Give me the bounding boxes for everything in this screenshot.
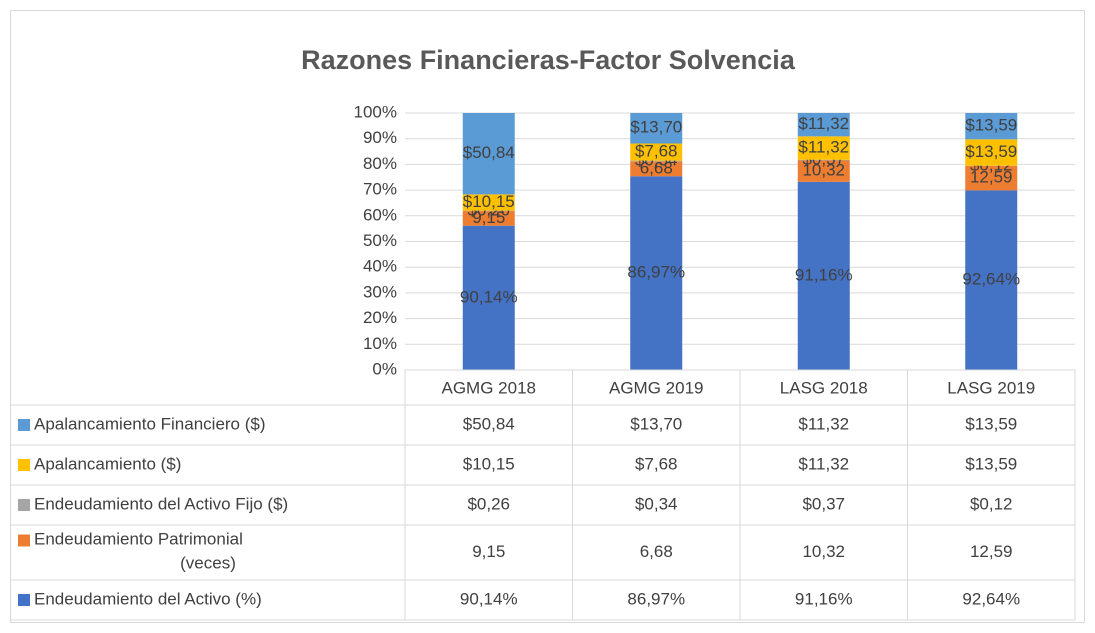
data-label: 86,97% bbox=[627, 263, 685, 282]
data-label: 90,14% bbox=[460, 287, 518, 306]
table-value: $0,12 bbox=[970, 494, 1013, 513]
y-tick-label: 30% bbox=[363, 282, 397, 301]
table-value: $7,68 bbox=[635, 454, 678, 473]
table-value: $0,34 bbox=[635, 494, 678, 513]
bar-segment bbox=[797, 160, 850, 182]
y-tick-label: 90% bbox=[363, 128, 397, 147]
bar-segment bbox=[965, 190, 1018, 370]
legend-key bbox=[18, 534, 30, 547]
legend-key bbox=[18, 419, 30, 431]
data-label: $7,68 bbox=[635, 142, 678, 161]
table-value: 12,59 bbox=[970, 542, 1013, 561]
table-value: 86,97% bbox=[627, 589, 685, 608]
x-tick-label: AGMG 2019 bbox=[609, 378, 704, 397]
data-label: $13,59 bbox=[965, 116, 1017, 135]
table-value: 92,64% bbox=[962, 589, 1020, 608]
y-tick-label: 10% bbox=[363, 334, 397, 353]
y-tick-label: 0% bbox=[372, 359, 397, 378]
table-value: $11,32 bbox=[798, 454, 849, 473]
data-label: 9,15 bbox=[472, 208, 505, 227]
x-tick-label: LASG 2018 bbox=[780, 378, 868, 397]
table-value: 10,32 bbox=[802, 542, 845, 561]
table-value: 90,14% bbox=[460, 589, 518, 608]
y-tick-label: 50% bbox=[363, 231, 397, 250]
data-label: $13,59 bbox=[965, 142, 1017, 161]
y-tick-label: 100% bbox=[354, 102, 397, 121]
table-value: $13,70 bbox=[630, 414, 682, 433]
chart-title: Razones Financieras-Factor Solvencia bbox=[301, 45, 796, 75]
legend-key bbox=[18, 594, 30, 606]
bar-segment bbox=[965, 113, 1018, 140]
bar-segment bbox=[797, 181, 850, 370]
bar-segment bbox=[797, 159, 850, 161]
bar-segment bbox=[630, 113, 683, 144]
table-value: 6,68 bbox=[640, 542, 673, 561]
legend-label: Apalancamiento Financiero ($) bbox=[34, 414, 266, 433]
bar-segment bbox=[462, 194, 515, 211]
y-tick-label: 20% bbox=[363, 308, 397, 327]
table-value: $10,15 bbox=[463, 454, 515, 473]
legend-label: Endeudamiento del Activo Fijo ($) bbox=[34, 494, 288, 513]
y-tick-label: 40% bbox=[363, 257, 397, 276]
table-value: $0,37 bbox=[802, 494, 845, 513]
x-tick-label: LASG 2019 bbox=[947, 378, 1035, 397]
table-value: 9,15 bbox=[472, 542, 505, 561]
bar-segment bbox=[462, 113, 515, 195]
bar-segment bbox=[630, 143, 683, 161]
y-tick-label: 80% bbox=[363, 154, 397, 173]
data-label: 10,32 bbox=[802, 161, 845, 180]
legend-label: Apalancamiento ($) bbox=[34, 454, 181, 473]
bar-segment bbox=[630, 176, 683, 370]
legend-label: Endeudamiento del Activo (%) bbox=[34, 589, 262, 608]
bar-segment bbox=[965, 139, 1018, 166]
data-label: 92,64% bbox=[962, 270, 1020, 289]
y-tick-label: 60% bbox=[363, 205, 397, 224]
x-tick-label: AGMG 2018 bbox=[442, 378, 537, 397]
data-label: $50,84 bbox=[463, 143, 515, 162]
data-label: 12,59 bbox=[970, 168, 1013, 187]
table-value: $50,84 bbox=[463, 414, 515, 433]
bar-segment bbox=[462, 211, 515, 226]
data-label: $13,70 bbox=[630, 118, 682, 137]
data-label: 91,16% bbox=[795, 265, 853, 284]
table-value: 91,16% bbox=[795, 589, 853, 608]
table-value: $11,32 bbox=[798, 414, 849, 433]
bar-segment bbox=[797, 136, 850, 160]
legend-key bbox=[18, 459, 30, 471]
bar-segment bbox=[965, 165, 1018, 191]
data-label: 6,68 bbox=[640, 158, 673, 177]
data-label: $11,32 bbox=[798, 138, 849, 157]
bar-segment bbox=[630, 160, 683, 162]
y-tick-label: 70% bbox=[363, 180, 397, 199]
bar-segment bbox=[797, 113, 850, 137]
table-value: $13,59 bbox=[965, 454, 1017, 473]
data-label: $10,15 bbox=[463, 192, 515, 211]
bar-segment bbox=[462, 225, 515, 370]
table-value: $13,59 bbox=[965, 414, 1017, 433]
legend-key bbox=[18, 499, 30, 511]
data-label: $11,32 bbox=[798, 114, 849, 133]
table-value: $0,26 bbox=[467, 494, 510, 513]
legend-label: Endeudamiento Patrimonial (veces) bbox=[34, 530, 243, 573]
bar-segment bbox=[630, 161, 683, 177]
